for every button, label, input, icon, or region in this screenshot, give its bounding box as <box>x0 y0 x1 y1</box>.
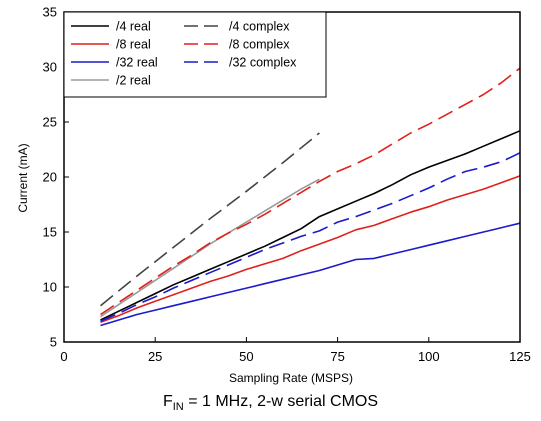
caption-subscript: IN <box>172 401 184 414</box>
x-tick-label: 75 <box>330 349 344 364</box>
caption-suffix: = 1 MHz, 2-w serial CMOS <box>183 393 379 410</box>
series-line-2-real <box>100 178 320 318</box>
series-line-32-real <box>100 222 521 327</box>
caption-prefix: F <box>162 393 173 410</box>
legend-label-4-real: /4 real <box>116 20 151 34</box>
x-tick-label: 100 <box>418 349 440 364</box>
chart-caption: FIN = 1 MHz, 2-w serial CMOS <box>0 393 541 413</box>
y-tick-label: 10 <box>43 280 57 295</box>
legend-label-4-complex: /4 complex <box>229 20 290 34</box>
current-vs-sampling-rate-chart: 0 25 50 75 100 125 5 10 15 20 25 30 35 /4 real/4 com… <box>16 5 531 386</box>
series-line-32-complex <box>100 152 521 322</box>
y-tick-label: 25 <box>43 115 57 130</box>
y-tick-label: 5 <box>50 335 57 350</box>
series-line-4-complex <box>99 132 320 307</box>
x-tick-label: 50 <box>239 349 253 364</box>
series-line-4-real <box>100 130 521 321</box>
legend-label-8-complex: /8 complex <box>229 38 290 52</box>
series-line-8-complex <box>100 67 521 316</box>
y-tick-label: 35 <box>43 5 57 20</box>
y-tick-label: 20 <box>43 170 57 185</box>
legend-label-32-complex: /32 complex <box>229 56 297 70</box>
x-tick-label: 0 <box>60 349 67 364</box>
legend-label-2-real: /2 real <box>116 74 151 88</box>
x-tick-label: 25 <box>148 349 162 364</box>
y-tick-label: 15 <box>43 225 57 240</box>
y-tick-label: 30 <box>43 60 57 75</box>
x-tick-label: 125 <box>509 349 531 364</box>
y-axis-title: Current (mA) <box>16 143 30 212</box>
series-line-8-real <box>100 175 521 323</box>
legend-label-32-real: /32 real <box>116 56 158 70</box>
x-axis-title: Sampling Rate (MSPS) <box>229 371 353 385</box>
legend-label-8-real: /8 real <box>116 38 151 52</box>
